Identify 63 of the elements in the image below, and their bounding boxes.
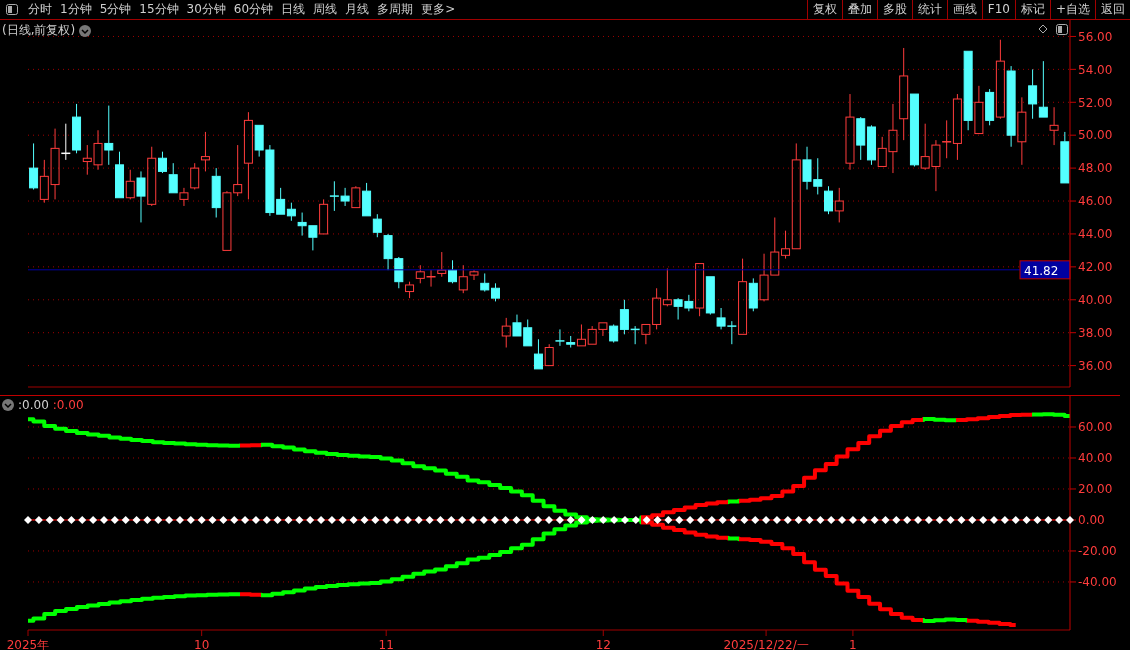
text: 月线: [344, 1, 371, 18]
x-tick-label: 11: [378, 638, 394, 650]
text: 15分钟: [138, 1, 180, 18]
candlestick: [179, 187, 189, 207]
candlestick: [1017, 96, 1027, 166]
y-tick-label: -20.00: [1078, 544, 1117, 559]
candlestick: [136, 170, 146, 223]
y-tick-label: -40.00: [1078, 575, 1117, 590]
text: 分时: [27, 1, 53, 18]
y-tick-label: 40.00: [1078, 451, 1113, 466]
text: 画线: [946, 0, 982, 19]
candlestick: [1006, 65, 1016, 148]
text: F10: [981, 0, 1015, 19]
y-tick-label: 50.00: [1078, 128, 1113, 143]
candlestick: [554, 328, 566, 347]
text: 5分钟: [98, 1, 133, 18]
candlestick: [104, 105, 114, 166]
x-tick-label: 12: [595, 638, 611, 650]
x-tick-label: 10: [194, 638, 210, 650]
text: 周线: [312, 1, 339, 18]
ref-line-label: 41.82: [1024, 263, 1059, 278]
candlestick: [243, 111, 253, 200]
y-tick-label: 0.00: [1078, 513, 1105, 528]
text: 30分钟: [185, 1, 227, 18]
y-tick-label: 36.00: [1078, 358, 1113, 373]
x-tick-label: 2025/12/22/一: [723, 638, 809, 650]
text: 多股: [876, 0, 912, 19]
text: 1分钟: [59, 1, 93, 18]
text: +自选: [1049, 0, 1095, 19]
text: 更多>: [420, 1, 457, 18]
text: 日线: [280, 1, 307, 18]
y-tick-label: 20.00: [1078, 482, 1113, 497]
y-tick-label: 40.00: [1078, 293, 1113, 308]
text: 多周期: [376, 1, 415, 18]
text: 统计: [911, 0, 947, 19]
chart-title: (日线,前复权): [2, 22, 76, 39]
annotation: :0.00: [52, 398, 84, 412]
candlestick: [1028, 68, 1038, 120]
y-tick-label: 52.00: [1078, 95, 1113, 110]
candlestick: [211, 167, 221, 218]
candlestick: [469, 269, 479, 281]
text: 叠加: [841, 0, 877, 19]
y-tick-label: 56.00: [1078, 29, 1113, 44]
text: 60分钟: [232, 1, 275, 18]
text: 复权: [806, 0, 842, 19]
y-tick-label: 42.00: [1078, 260, 1113, 275]
annotation: :0.00: [18, 398, 49, 412]
text: 返回: [1095, 0, 1130, 19]
x-tick-label: 1: [849, 638, 857, 650]
text: 标记: [1014, 0, 1050, 19]
y-tick-label: 60.00: [1078, 420, 1113, 435]
x-tick-label: 2025年: [6, 638, 50, 650]
y-tick-label: 48.00: [1078, 161, 1113, 176]
candlestick: [1049, 106, 1059, 146]
y-tick-label: 54.00: [1078, 62, 1113, 77]
candlestick: [845, 93, 855, 171]
y-tick-label: 46.00: [1078, 194, 1113, 209]
y-tick-label: 38.00: [1078, 325, 1113, 340]
y-tick-label: 44.00: [1078, 227, 1113, 242]
candlestick: [781, 230, 791, 260]
candlestick: [941, 119, 952, 159]
candlestick: [437, 251, 447, 278]
candlestick: [899, 47, 909, 141]
